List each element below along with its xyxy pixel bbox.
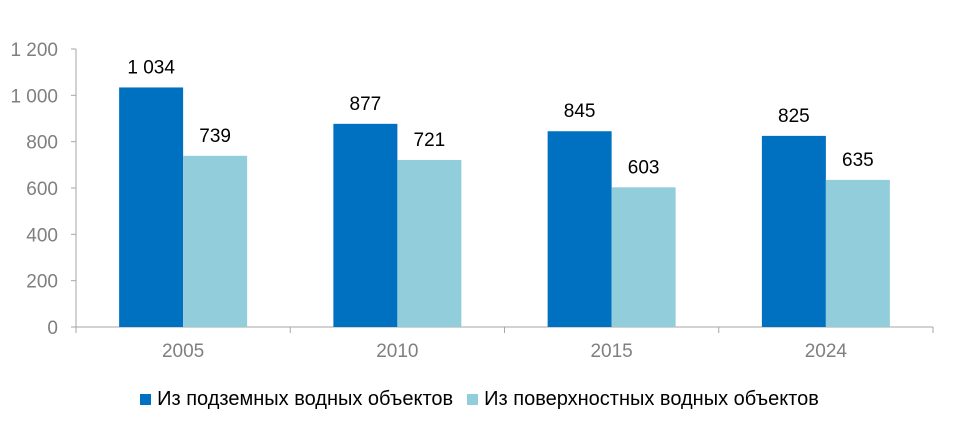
bar-underground <box>547 131 612 327</box>
legend-label-surface: Из поверхностных водных объектов <box>484 387 819 410</box>
y-tick-label: 1 000 <box>10 86 58 107</box>
bar-surface <box>825 179 890 327</box>
legend: Из подземных водных объектов Из поверхно… <box>0 383 959 415</box>
legend-item-surface: Из поверхностных водных объектов <box>467 388 819 411</box>
data-label-surface: 739 <box>199 126 231 147</box>
legend-swatch-surface <box>467 393 479 405</box>
y-tick-label: 600 <box>26 179 58 200</box>
bar-underground <box>761 135 826 327</box>
x-tick-label: 2010 <box>376 341 418 362</box>
bar-underground <box>119 87 184 327</box>
x-tick-label: 2005 <box>162 341 204 362</box>
bar-chart: 0 200 400 600 800 1 000 1 200 2005 1 034 739 2010 8… <box>10 40 934 362</box>
data-label-underground: 877 <box>350 94 382 115</box>
x-tick-label: 2024 <box>805 341 848 362</box>
bar-underground <box>333 123 398 327</box>
legend-swatch-underground <box>140 393 152 405</box>
y-tick-label: 400 <box>26 225 58 246</box>
y-tick-label: 200 <box>26 272 58 293</box>
y-tick-label: 0 <box>47 318 58 339</box>
data-label-underground: 845 <box>564 101 596 122</box>
bar-surface <box>183 155 248 327</box>
y-tick-label: 1 200 <box>10 40 58 61</box>
data-label-underground: 1 034 <box>127 57 175 78</box>
x-tick-label: 2015 <box>590 341 632 362</box>
data-label-surface: 721 <box>414 130 446 151</box>
data-label-surface: 603 <box>628 157 660 178</box>
data-label-surface: 635 <box>842 150 874 171</box>
data-label-underground: 825 <box>778 106 810 127</box>
bar-surface <box>611 187 676 327</box>
bar-surface <box>397 159 462 327</box>
legend-label-underground: Из подземных водных объектов <box>157 387 454 410</box>
legend-item-underground: Из подземных водных объектов <box>140 388 453 411</box>
y-tick-label: 800 <box>26 133 58 154</box>
